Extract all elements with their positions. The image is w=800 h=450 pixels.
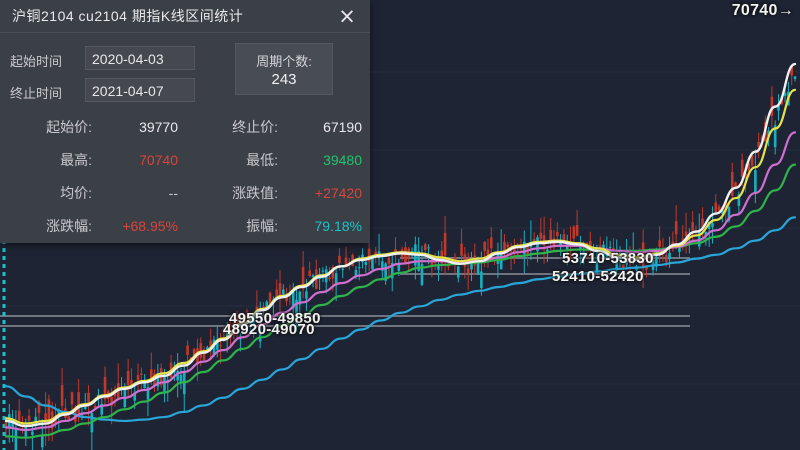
price-annotation-52410: 52410-52420 [552, 268, 644, 285]
stat-key: 最低: [246, 152, 278, 168]
price-annotation-49550: 49550-49850 [229, 310, 321, 327]
kline-range-statistics-dialog: 沪铜2104 cu2104 期指K线区间统计 × 起始时间 2020-04-03… [0, 0, 370, 243]
ma-line-white [4, 62, 797, 428]
dialog-title: 沪铜2104 cu2104 期指K线区间统计 [12, 8, 244, 24]
period-count-value: 243 [271, 70, 297, 88]
stat-key: 振幅: [246, 218, 278, 234]
stat-key: 最高: [60, 152, 92, 168]
dialog-body: 起始时间 2020-04-03 终止时间 2021-04-07 周期个数: 24… [0, 33, 370, 244]
stat-value: +68.95% [122, 218, 178, 234]
end-time-label: 终止时间 [10, 86, 63, 101]
stat-key: 涨跌幅: [46, 218, 92, 234]
ma-line-magenta [4, 131, 797, 432]
stat-value: +27420 [314, 185, 362, 201]
ma-line-cyan [4, 216, 797, 423]
stat-key: 涨跌值: [232, 185, 278, 201]
stat-value: 70740 [139, 152, 178, 168]
dialog-titlebar[interactable]: 沪铜2104 cu2104 期指K线区间统计 × [0, 0, 370, 33]
end-date-input[interactable]: 2021-04-07 [85, 78, 195, 102]
close-icon[interactable]: × [338, 4, 356, 28]
period-count-label: 周期个数: [256, 53, 312, 69]
stat-value: -- [168, 185, 178, 201]
statistics-grid: 起始价: 39770 终止价: 67190 最高: 70740 最低: 39480 均价: -- 涨… [0, 111, 370, 243]
stat-value: 39770 [139, 119, 178, 135]
period-count-box: 周期个数: 243 [235, 43, 333, 95]
stat-value: 79.18% [314, 218, 362, 234]
start-time-label: 起始时间 [10, 54, 63, 69]
stat-key: 终止价: [232, 119, 278, 135]
stat-value: 39480 [323, 152, 362, 168]
moving-average-lines [4, 62, 797, 439]
stat-value: 67190 [323, 119, 362, 135]
stat-key: 起始价: [46, 119, 92, 135]
start-date-input[interactable]: 2020-04-03 [85, 46, 195, 70]
price-annotation-53710: 53710-53830 [562, 250, 654, 267]
price-annotation-48920: 48920-49070 [223, 321, 315, 338]
high-price-marker: 70740→ [731, 2, 794, 19]
stat-key: 均价: [60, 185, 92, 201]
